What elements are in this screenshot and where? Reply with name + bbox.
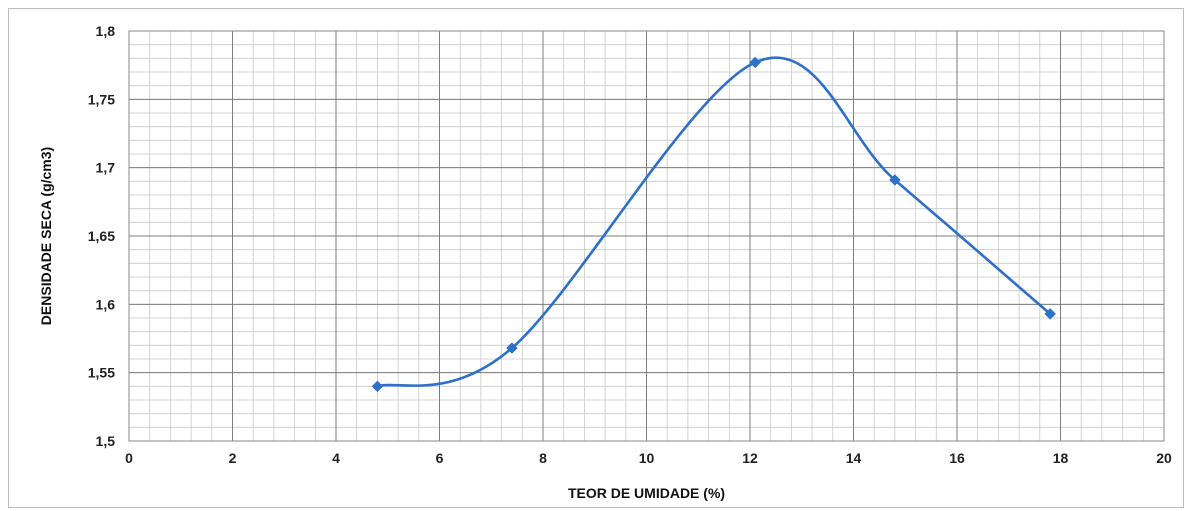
x-tick-label: 6 <box>436 450 444 466</box>
y-tick-label: 1,75 <box>88 91 115 107</box>
y-tick-label: 1,55 <box>88 365 115 381</box>
x-tick-label: 10 <box>639 450 655 466</box>
x-tick-label: 14 <box>846 450 862 466</box>
y-tick-label: 1,5 <box>96 433 116 449</box>
x-tick-label: 4 <box>332 450 340 466</box>
x-tick-label: 0 <box>125 450 133 466</box>
y-axis-title: DENSIDADE SECA (g/cm3) <box>38 147 54 325</box>
x-axis-title: TEOR DE UMIDADE (%) <box>568 485 725 501</box>
plot-area-border <box>128 30 1165 442</box>
data-point-marker <box>506 342 518 354</box>
x-tick-label: 20 <box>1156 450 1172 466</box>
y-tick-label: 1,8 <box>96 23 116 39</box>
y-tick-label: 1,7 <box>96 160 116 176</box>
y-tick-label: 1,6 <box>96 296 116 312</box>
x-tick-label: 12 <box>742 450 758 466</box>
data-point-marker <box>1044 308 1056 320</box>
data-point-marker <box>749 56 761 69</box>
y-axis-tick-labels: 1,5 1,55 1,6 1,65 1,7 1,75 1,8 <box>88 23 115 449</box>
major-grid <box>128 30 1165 442</box>
y-tick-label: 1,65 <box>88 228 115 244</box>
series-layer <box>371 56 1056 393</box>
data-point-marker <box>371 380 384 393</box>
x-tick-label: 18 <box>1053 450 1069 466</box>
x-tick-label: 8 <box>539 450 547 466</box>
chart-svg: 1,5 1,55 1,6 1,65 1,7 1,75 1,8 0 2 4 6 8 10 12 14 16 18… <box>38 23 1172 501</box>
x-tick-label: 16 <box>949 450 965 466</box>
x-tick-label: 2 <box>229 450 237 466</box>
chart-frame: 1,5 1,55 1,6 1,65 1,7 1,75 1,8 0 2 4 6 8 10 12 14 16 18… <box>8 8 1184 508</box>
x-axis-tick-labels: 0 2 4 6 8 10 12 14 16 18 20 <box>125 450 1172 466</box>
data-point-marker <box>889 174 901 186</box>
